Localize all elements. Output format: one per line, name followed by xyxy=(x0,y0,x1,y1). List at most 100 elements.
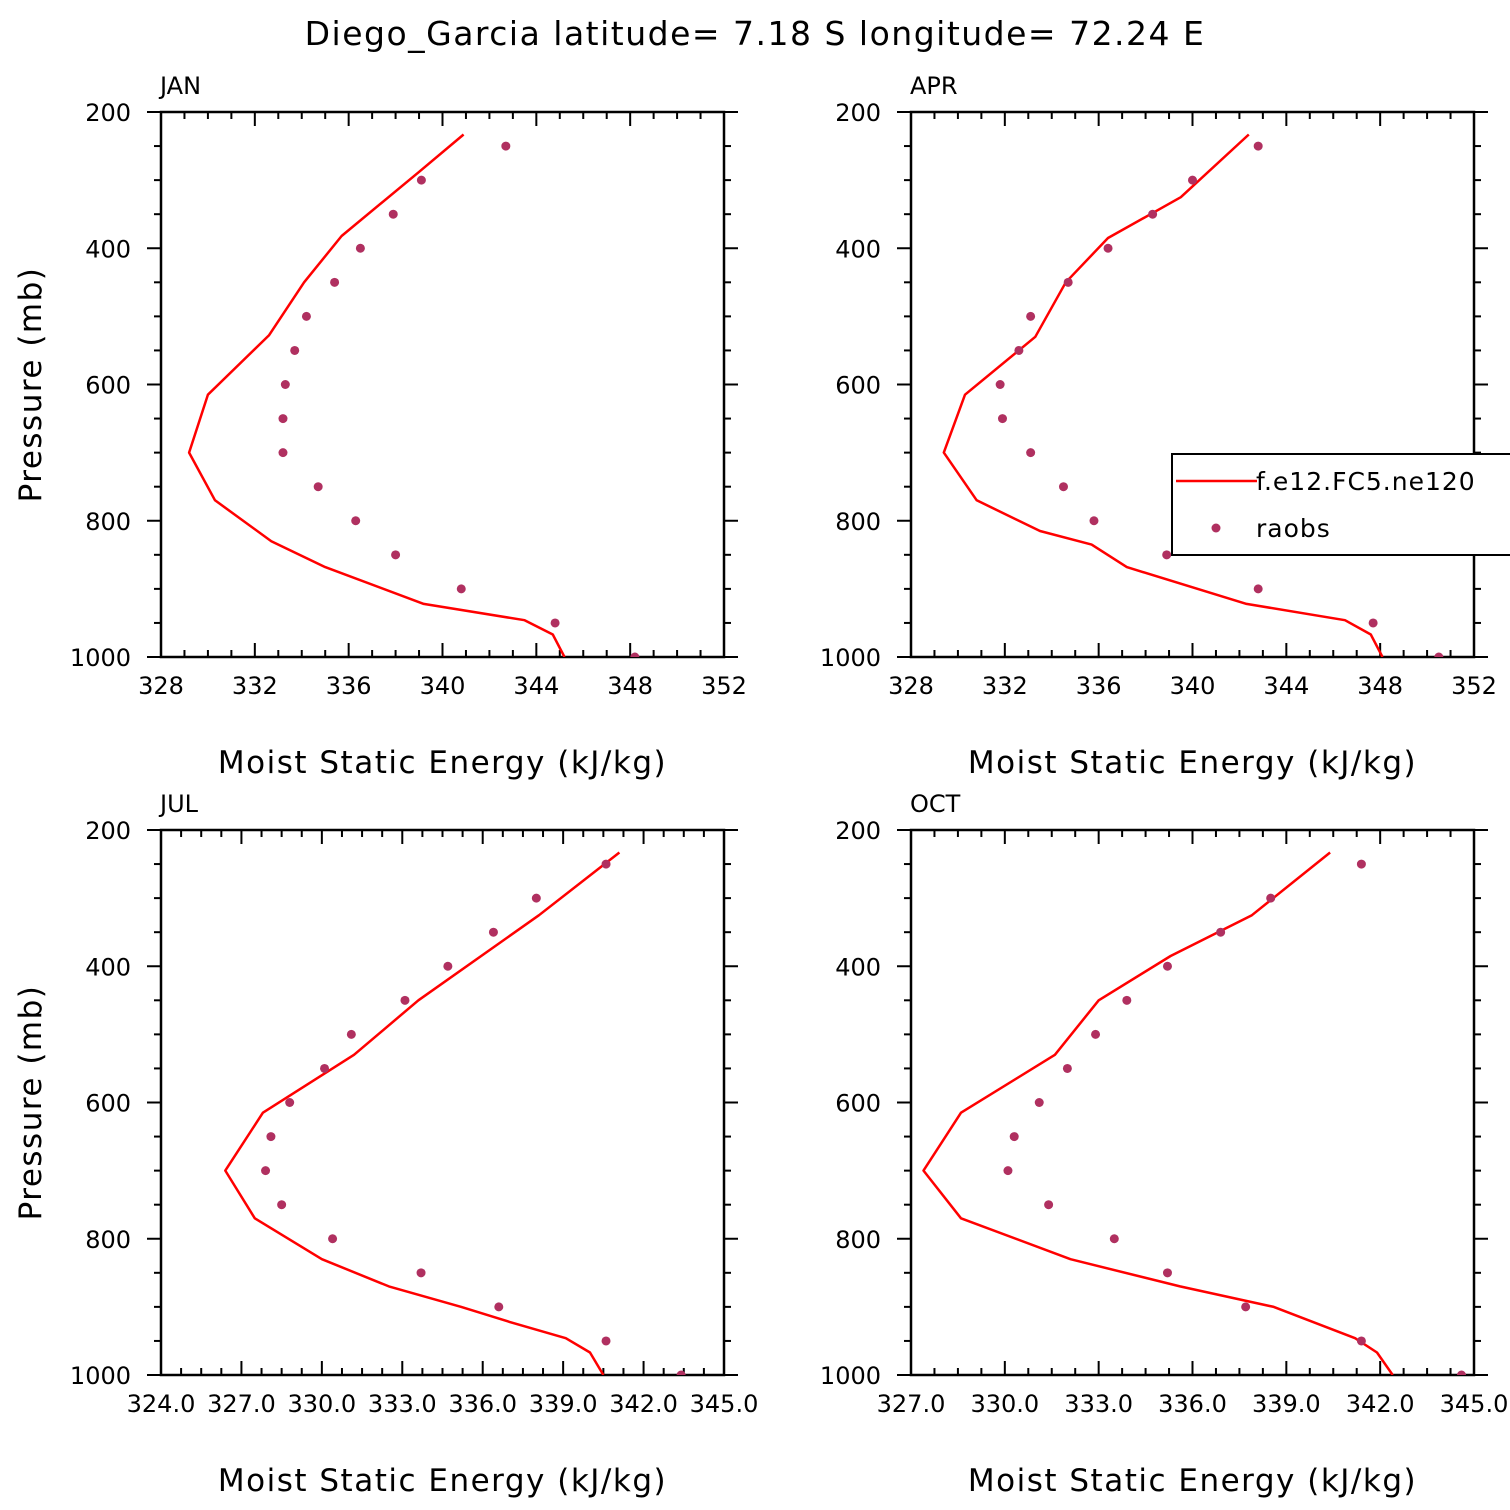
obs-point xyxy=(1148,209,1158,219)
obs-point xyxy=(1241,1302,1251,1312)
obs-point xyxy=(1356,1336,1366,1346)
data-layer xyxy=(224,851,686,1375)
obs-point xyxy=(456,584,466,594)
x-tick-label: 332 xyxy=(982,672,1028,700)
x-tick-label: 344 xyxy=(1263,672,1309,700)
obs-point xyxy=(313,482,323,492)
obs-point xyxy=(1058,482,1068,492)
y-tick-label: 400 xyxy=(835,235,881,263)
x-tick-label: 324.0 xyxy=(127,1390,196,1418)
obs-point xyxy=(1091,1029,1101,1039)
obs-point xyxy=(995,380,1005,389)
obs-point xyxy=(277,1200,287,1210)
obs-point xyxy=(531,893,541,903)
y-axis-label: Pressure (mb) xyxy=(13,985,49,1221)
obs-point xyxy=(278,448,288,458)
panel-apr: APR 328 332 336 340 344 348 352 200 400 600 800 1000… xyxy=(820,72,1497,781)
obs-point xyxy=(261,1166,271,1176)
plot-frame xyxy=(159,828,726,1377)
obs-point xyxy=(1122,995,1132,1005)
data-layer xyxy=(942,133,1444,657)
obs-point xyxy=(488,927,498,937)
x-tick-label: 344 xyxy=(513,672,559,700)
legend: f.e12.FC5.ne120 raobs xyxy=(1171,453,1510,556)
x-axis-label: Moist Static Energy (kJ/kg) xyxy=(968,1463,1417,1499)
obs-point xyxy=(1063,277,1073,287)
legend-dot-swatch xyxy=(1211,523,1221,533)
figure-title: Diego_Garcia latitude= 7.18 S longitude=… xyxy=(305,14,1206,53)
obs-point xyxy=(1026,311,1036,321)
plot-frame xyxy=(909,828,1476,1377)
x-tick-label: 342.0 xyxy=(609,1390,678,1418)
panel-jan: JAN 328 332 336 340 344 348 352 200 400 600 800 1000… xyxy=(13,72,747,781)
y-tick-label: 800 xyxy=(835,508,881,536)
x-tick-label: 333.0 xyxy=(368,1390,437,1418)
y-tick-label: 800 xyxy=(85,1226,131,1254)
panel-title: APR xyxy=(910,72,958,100)
legend-obs-label: raobs xyxy=(1256,514,1331,543)
obs-point xyxy=(1356,859,1366,869)
x-tick-label: 330.0 xyxy=(970,1390,1039,1418)
obs-point xyxy=(346,1029,356,1039)
obs-point xyxy=(278,414,288,424)
data-layer xyxy=(187,133,640,657)
obs-point xyxy=(1266,893,1276,903)
panel-title: OCT xyxy=(910,790,961,818)
x-tick-label: 348 xyxy=(607,672,653,700)
y-tick-label: 1000 xyxy=(70,644,131,672)
obs-point xyxy=(388,209,398,219)
obs-point xyxy=(1216,927,1226,937)
obs-point xyxy=(1062,1063,1072,1073)
data-layer xyxy=(922,851,1466,1375)
y-tick-label: 1000 xyxy=(820,644,881,672)
obs-point xyxy=(280,380,290,389)
y-tick-label: 600 xyxy=(85,372,131,400)
obs-point xyxy=(1456,1370,1466,1375)
y-tick-label: 200 xyxy=(835,817,881,845)
obs-point xyxy=(1109,1234,1119,1244)
obs-point xyxy=(1162,550,1172,560)
x-tick-label: 345.0 xyxy=(1440,1390,1509,1418)
model-line xyxy=(922,851,1394,1375)
obs-point xyxy=(416,1268,426,1278)
panel-oct: OCT 327.0 330.0 333.0 336.0 339.0 342.0 345.0 20… xyxy=(820,790,1508,1499)
x-tick-label: 342.0 xyxy=(1346,1390,1415,1418)
x-tick-label: 327.0 xyxy=(877,1390,946,1418)
x-tick-label: 327.0 xyxy=(207,1390,276,1418)
x-tick-label: 339.0 xyxy=(1252,1390,1321,1418)
obs-point xyxy=(1368,618,1378,628)
obs-point xyxy=(1089,516,1099,526)
obs-point xyxy=(443,961,453,971)
x-axis-label: Moist Static Energy (kJ/kg) xyxy=(218,745,667,781)
plot-frame xyxy=(909,110,1476,659)
obs-point xyxy=(1103,243,1113,253)
x-tick-label: 336.0 xyxy=(1158,1390,1227,1418)
panel-title: JUL xyxy=(158,790,199,818)
model-line xyxy=(942,133,1384,657)
obs-point xyxy=(391,550,401,560)
obs-point xyxy=(328,1234,338,1244)
obs-point xyxy=(1434,652,1444,657)
x-tick-label: 328 xyxy=(888,672,934,700)
panel-jul: JUL 324.0 327.0 330.0 333.0 336.0 339.0 342.0 34… xyxy=(13,790,758,1499)
obs-point xyxy=(676,1370,686,1375)
obs-point xyxy=(351,516,361,526)
y-tick-label: 200 xyxy=(85,817,131,845)
x-tick-label: 336 xyxy=(1076,672,1122,700)
obs-point xyxy=(1253,141,1263,151)
x-tick-label: 352 xyxy=(1451,672,1497,700)
obs-point xyxy=(601,1336,611,1346)
obs-point xyxy=(320,1063,330,1073)
model-line xyxy=(187,133,566,657)
y-tick-label: 400 xyxy=(85,235,131,263)
obs-point xyxy=(1162,961,1172,971)
x-tick-label: 340 xyxy=(1170,672,1216,700)
obs-point xyxy=(1188,175,1197,185)
y-tick-label: 200 xyxy=(835,99,881,127)
obs-point xyxy=(1044,1200,1054,1210)
y-tick-label: 800 xyxy=(835,1226,881,1254)
obs-point xyxy=(266,1132,276,1142)
x-tick-label: 332 xyxy=(232,672,278,700)
obs-point xyxy=(1026,448,1036,458)
